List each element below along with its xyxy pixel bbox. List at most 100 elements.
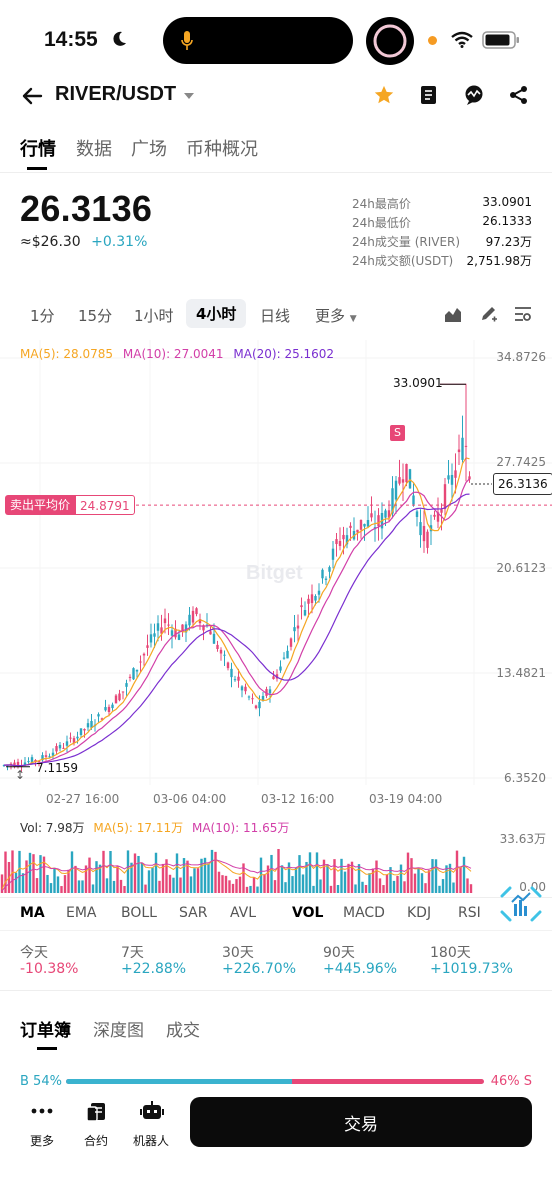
timeframe-more[interactable]: 更多 ▼: [315, 305, 357, 326]
indicator-kdj[interactable]: KDJ: [407, 905, 432, 921]
candle-body: [398, 477, 401, 484]
candle-body: [223, 654, 226, 656]
y-tick: 34.8726: [496, 350, 546, 364]
chart-type-icon[interactable]: [444, 305, 462, 327]
candle-body: [391, 488, 394, 514]
volume-bar: [350, 861, 354, 893]
bottom-futures-label[interactable]: 合约: [84, 1134, 109, 1148]
candle-body: [415, 511, 419, 517]
candle-body: [9, 763, 13, 766]
candle-body: [468, 476, 471, 480]
vol-legend: Vol: 7.98万: [20, 821, 85, 835]
draw-pen-icon[interactable]: [479, 304, 499, 328]
perf-value: -10.38%: [20, 961, 79, 977]
candle-body: [170, 630, 174, 636]
ma5-line: [3, 457, 470, 767]
candle-body: [72, 738, 76, 744]
microphone-icon: [181, 30, 193, 56]
timeframe-1m[interactable]: 1分: [30, 307, 55, 325]
candle-body: [27, 761, 30, 763]
recording-indicator: [366, 17, 414, 65]
volume-bar: [266, 865, 270, 893]
volume-bar: [165, 859, 168, 893]
volume-bar: [389, 867, 392, 893]
star-icon[interactable]: [373, 84, 395, 110]
volume-bar: [231, 883, 235, 893]
tab-data[interactable]: 数据: [76, 139, 112, 160]
sell-ratio: 46% S: [490, 1074, 532, 1089]
chart-settings-icon[interactable]: [514, 305, 532, 327]
candlestick-chart[interactable]: ↕: [0, 340, 552, 810]
indicator-ema[interactable]: EMA: [66, 905, 97, 921]
timeframe-4h[interactable]: 4小时: [186, 299, 247, 328]
candle-body: [121, 691, 125, 693]
candle-body: [16, 761, 20, 766]
indicator-rsi[interactable]: RSI: [458, 905, 481, 921]
candle-body: [142, 653, 146, 656]
back-arrow-icon[interactable]: [20, 84, 44, 112]
candle-body: [226, 662, 230, 669]
candle-body: [408, 469, 412, 489]
candle-body: [261, 695, 265, 701]
candle-body: [104, 707, 107, 711]
volume-bar: [354, 884, 357, 893]
indicator-ma[interactable]: MA: [20, 905, 45, 921]
share-icon[interactable]: [509, 85, 529, 109]
tab-orderbook[interactable]: 订单簿: [20, 1021, 71, 1041]
perf-value: +445.96%: [323, 961, 398, 977]
bottom-more-button[interactable]: [22, 1100, 62, 1150]
chart-assistant-icon[interactable]: [498, 886, 544, 926]
status-time: 14:55: [44, 28, 98, 51]
volume-bar: [151, 867, 154, 893]
bottom-more-label: 更多: [30, 1134, 55, 1148]
tab-trades[interactable]: 成交: [166, 1021, 200, 1041]
indicator-boll[interactable]: BOLL: [121, 905, 157, 921]
volume-bar: [315, 852, 319, 893]
volume-bar: [210, 849, 214, 893]
pair-selector[interactable]: RIVER/USDT: [55, 83, 195, 106]
candle-body: [359, 519, 363, 530]
tab-depth-chart[interactable]: 深度图: [93, 1021, 144, 1041]
volume-bar: [410, 858, 413, 893]
stat-value: 2,751.98万: [466, 254, 532, 268]
timeframe-1d[interactable]: 日线: [260, 307, 291, 325]
candle-body: [254, 705, 258, 709]
volume-bar: [126, 850, 130, 893]
stat-label: 24h成交量 (RIVER): [352, 235, 461, 249]
timeframe-15m[interactable]: 15分: [78, 307, 113, 325]
bot-chat-icon[interactable]: [463, 84, 485, 110]
robot-icon[interactable]: [140, 1101, 164, 1127]
tab-square[interactable]: 广场: [131, 139, 167, 160]
candle-body: [443, 484, 447, 510]
trade-button[interactable]: 交易: [190, 1097, 532, 1147]
bottom-robot-label[interactable]: 机器人: [133, 1134, 170, 1148]
sell-average-tag[interactable]: 卖出平均价 24.8791: [5, 495, 135, 515]
candle-body: [300, 605, 303, 608]
candle-body: [338, 541, 342, 546]
futures-icon[interactable]: [85, 1101, 107, 1127]
stat-label: 24h成交额(USDT): [352, 254, 454, 268]
tab-coin-overview[interactable]: 币种概况: [186, 139, 258, 160]
indicator-avl[interactable]: AVL: [230, 905, 257, 921]
candle-body: [160, 627, 163, 634]
candle-body: [370, 513, 373, 518]
stat-value: 97.23万: [485, 235, 532, 249]
candle-body: [48, 756, 51, 758]
indicator-sar[interactable]: SAR: [179, 905, 208, 921]
document-icon[interactable]: [418, 84, 440, 110]
indicator-macd[interactable]: MACD: [343, 905, 385, 921]
pair-name: RIVER/USDT: [55, 83, 177, 105]
tab-market[interactable]: 行情: [20, 139, 56, 160]
volume-bar: [161, 863, 165, 893]
vol-ma5-line: [1, 858, 472, 890]
candle-body: [230, 668, 233, 678]
indicator-vol[interactable]: VOL: [292, 905, 324, 921]
volume-bar: [375, 860, 378, 893]
candle-body: [118, 693, 121, 701]
timeframe-1h[interactable]: 1小时: [134, 307, 174, 325]
section-separator: [0, 990, 552, 991]
candle-body: [279, 666, 282, 671]
candle-body: [356, 529, 359, 533]
candle-body: [293, 627, 296, 632]
candle-body: [258, 701, 261, 709]
